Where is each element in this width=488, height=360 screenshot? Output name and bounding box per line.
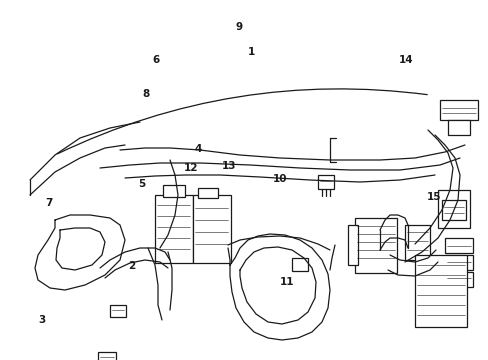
Text: 5: 5 <box>138 179 145 189</box>
Bar <box>198 188 218 198</box>
Text: 3: 3 <box>38 315 45 325</box>
Text: 9: 9 <box>235 22 242 32</box>
Text: 4: 4 <box>194 144 202 154</box>
Bar <box>441 200 465 220</box>
Text: 14: 14 <box>398 55 412 66</box>
Bar <box>439 100 477 120</box>
Text: 12: 12 <box>183 163 198 174</box>
Bar <box>447 120 469 135</box>
Text: 10: 10 <box>272 174 286 184</box>
Text: 11: 11 <box>280 276 294 287</box>
Text: 1: 1 <box>248 47 255 57</box>
Bar <box>98 352 116 360</box>
Bar <box>444 272 472 287</box>
Bar <box>110 305 126 317</box>
Bar <box>193 195 230 263</box>
Bar <box>354 218 396 273</box>
Text: 8: 8 <box>142 89 149 99</box>
Text: 7: 7 <box>45 198 53 208</box>
Text: 6: 6 <box>152 55 159 66</box>
Bar <box>404 225 429 260</box>
Bar <box>414 255 466 327</box>
Text: 15: 15 <box>426 192 441 202</box>
Text: 2: 2 <box>128 261 135 271</box>
Bar <box>163 185 184 197</box>
Bar <box>317 175 333 189</box>
Bar <box>444 238 472 253</box>
Text: 13: 13 <box>221 161 236 171</box>
Bar <box>437 190 469 228</box>
Bar <box>291 258 307 271</box>
Bar <box>444 255 472 270</box>
Bar <box>155 195 193 263</box>
Bar <box>347 225 357 265</box>
